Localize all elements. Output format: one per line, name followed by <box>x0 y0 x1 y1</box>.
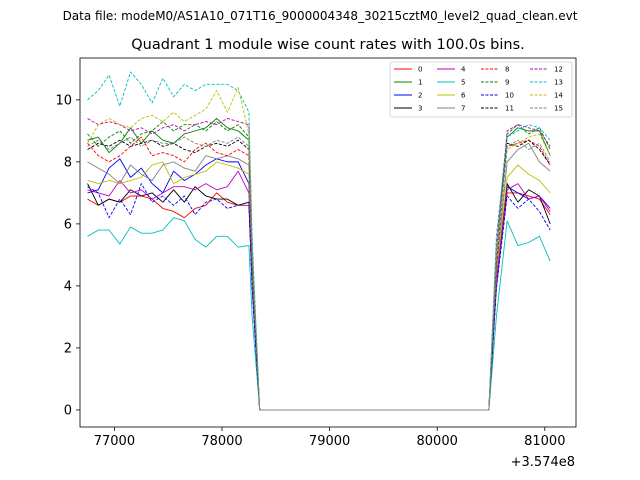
series-line-15 <box>87 136 551 411</box>
series-layer <box>87 71 551 411</box>
legend-label: 3 <box>418 105 422 113</box>
series-line-0 <box>87 192 551 411</box>
series-line-1 <box>87 118 551 411</box>
legend-label: 6 <box>461 92 466 100</box>
axes-frame <box>79 57 577 428</box>
legend-label: 11 <box>505 105 514 113</box>
y-axis-ticks: 0 2 4 6 8 10 <box>55 93 80 418</box>
legend-item-9: 9 <box>481 79 509 87</box>
legend-label: 9 <box>505 79 509 87</box>
y-tick-label: 0 <box>64 403 72 418</box>
series-line-7 <box>87 142 551 411</box>
legend-item-2: 2 <box>394 92 422 100</box>
legend-item-1: 1 <box>394 79 422 87</box>
series-line-11 <box>87 139 551 411</box>
legend-label: 5 <box>461 79 465 87</box>
legend-item-4: 4 <box>437 66 466 74</box>
legend-item-10: 10 <box>481 92 514 100</box>
x-axis-ticks: 77000 78000 79000 80000 81000 <box>94 427 565 449</box>
x-tick-label: 79000 <box>309 434 350 449</box>
y-tick-label: 2 <box>64 341 72 356</box>
legend-label: 12 <box>554 66 563 74</box>
legend-item-3: 3 <box>394 105 422 113</box>
series-line-6 <box>87 161 551 411</box>
series-line-12 <box>87 118 551 411</box>
x-tick-label: 81000 <box>524 434 565 449</box>
legend-label: 14 <box>554 92 563 100</box>
series-line-10 <box>87 183 551 411</box>
legend-label: 13 <box>554 79 563 87</box>
legend-item-13: 13 <box>530 79 563 87</box>
x-axis-offset-label: +3.574e8 <box>511 455 575 470</box>
series-line-5 <box>87 217 551 411</box>
legend-label: 1 <box>418 79 422 87</box>
data-file-title: Data file: modeM0/AS1A10_071T16_90000043… <box>63 9 578 23</box>
series-line-13 <box>87 71 551 411</box>
y-tick-label: 6 <box>64 217 72 232</box>
legend-label: 2 <box>418 92 422 100</box>
series-line-3 <box>87 183 551 411</box>
legend-item-5: 5 <box>437 79 465 87</box>
y-tick-label: 10 <box>55 93 72 108</box>
series-line-14 <box>87 87 551 411</box>
legend-label: 0 <box>418 66 422 74</box>
legend-item-7: 7 <box>437 105 465 113</box>
legend-label: 8 <box>505 66 509 74</box>
x-tick-label: 77000 <box>94 434 135 449</box>
legend-item-0: 0 <box>394 66 422 74</box>
legend-item-8: 8 <box>481 66 509 74</box>
y-tick-label: 8 <box>64 155 72 170</box>
y-tick-label: 4 <box>64 279 72 294</box>
series-line-4 <box>87 170 551 411</box>
legend-label: 10 <box>505 92 514 100</box>
legend-item-11: 11 <box>481 105 514 113</box>
legend-frame <box>389 61 573 118</box>
legend-label: 15 <box>554 105 563 113</box>
x-tick-label: 80000 <box>417 434 458 449</box>
legend-label: 7 <box>461 105 465 113</box>
legend-item-14: 14 <box>530 92 563 100</box>
series-line-8 <box>87 136 551 411</box>
series-line-9 <box>87 121 551 411</box>
legend-item-15: 15 <box>530 105 563 113</box>
legend-item-6: 6 <box>437 92 466 100</box>
legend-label: 4 <box>461 66 466 74</box>
chart-title: Quadrant 1 module wise count rates with … <box>131 37 525 53</box>
legend-item-12: 12 <box>530 66 563 74</box>
x-tick-label: 78000 <box>201 434 242 449</box>
